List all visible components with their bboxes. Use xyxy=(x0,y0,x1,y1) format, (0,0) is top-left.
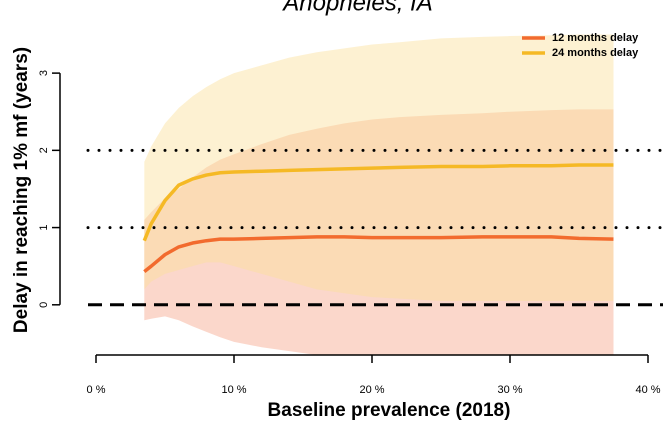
x-tick-label: 10 % xyxy=(221,384,246,396)
series-line xyxy=(143,235,614,273)
x-tick-label: 20 % xyxy=(359,384,384,396)
x-axis-label: Baseline prevalence (2018) xyxy=(268,400,511,421)
y-axis-label: Delay in reaching 1% mf (years) xyxy=(11,47,32,333)
x-tick-label: 30 % xyxy=(497,384,522,396)
x-tick-label: 0 % xyxy=(87,384,106,396)
x-tick-label: 40 % xyxy=(635,384,660,396)
y-tick-label: 1 xyxy=(38,225,50,231)
series-line xyxy=(142,163,614,242)
y-tick-label: 3 xyxy=(38,70,50,76)
y-tick-label: 2 xyxy=(38,147,50,153)
chart-title: Anopheles, IA xyxy=(281,0,432,16)
legend-label: 12 months delay xyxy=(552,32,639,44)
y-tick-label: 0 xyxy=(38,302,50,308)
legend-label: 24 months delay xyxy=(552,47,639,59)
